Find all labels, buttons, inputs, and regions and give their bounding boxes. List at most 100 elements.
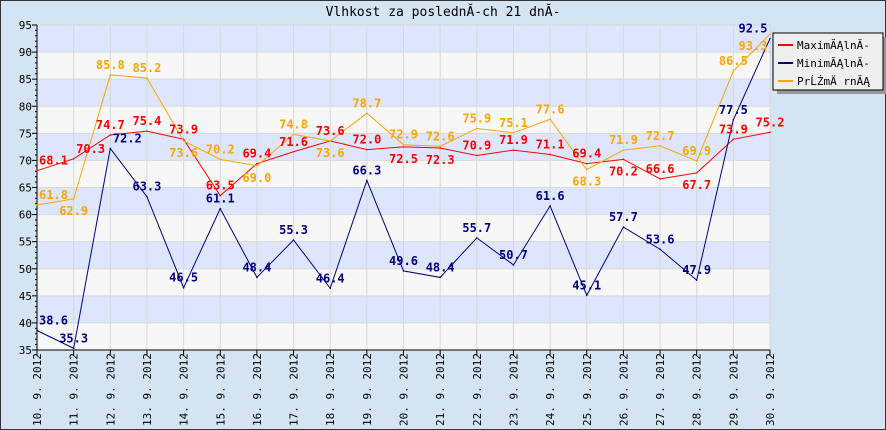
data-label: 45.1 xyxy=(572,278,601,292)
data-point xyxy=(366,112,368,115)
x-tick-label: 18. 9. 2012 xyxy=(324,353,337,426)
data-point xyxy=(695,279,698,281)
data-label: 77.5 xyxy=(719,103,748,117)
data-point xyxy=(769,131,771,134)
data-point xyxy=(512,149,515,151)
data-label: 55.7 xyxy=(462,221,491,235)
data-label: 74.7 xyxy=(96,118,125,132)
data-label: 77.6 xyxy=(536,102,565,116)
y-tick-label: 80 xyxy=(19,100,32,113)
data-label: 71.6 xyxy=(279,135,308,149)
data-label: 75.9 xyxy=(462,111,491,125)
data-point xyxy=(659,248,661,251)
data-point xyxy=(585,294,588,297)
data-point xyxy=(549,118,551,121)
x-tick-label: 16. 9. 2012 xyxy=(251,353,264,426)
data-point xyxy=(769,33,771,36)
data-point xyxy=(402,143,405,146)
data-point xyxy=(146,77,148,79)
data-point xyxy=(476,127,478,130)
x-tick-label: 20. 9. 2012 xyxy=(398,353,411,426)
x-tick-label: 22. 9. 2012 xyxy=(471,353,484,426)
data-point xyxy=(549,205,551,207)
data-label: 92.5 xyxy=(739,22,768,36)
x-tick-label: 26. 9. 2012 xyxy=(617,353,630,426)
y-tick-label: 50 xyxy=(19,263,32,276)
data-point xyxy=(72,157,75,160)
data-point xyxy=(36,169,38,172)
data-label: 69.4 xyxy=(572,147,601,161)
data-label: 69.0 xyxy=(242,171,271,185)
chart-title: Vlhkost za poslednĂ-ch 21 dnĂ- xyxy=(326,4,561,20)
y-tick-label: 60 xyxy=(19,209,32,222)
x-tick-label: 29. 9. 2012 xyxy=(727,353,740,426)
y-tick-label: 95 xyxy=(19,19,32,32)
data-label: 71.1 xyxy=(536,137,565,151)
data-point xyxy=(256,276,258,279)
data-point xyxy=(219,207,222,210)
data-label: 61.1 xyxy=(206,192,235,206)
legend-label: MinimĂĄlnĂ- xyxy=(797,57,870,70)
data-point xyxy=(292,133,295,136)
data-label: 73.6 xyxy=(316,124,345,138)
data-point xyxy=(256,162,258,165)
y-tick-label: 85 xyxy=(19,73,32,86)
data-point xyxy=(622,158,625,161)
data-point xyxy=(585,162,588,165)
data-label: 73.6 xyxy=(316,146,345,160)
data-point xyxy=(366,148,368,151)
legend-label: PrĹŻmÄ rnĂĄ xyxy=(797,75,870,88)
x-tick-label: 28. 9. 2012 xyxy=(691,353,704,426)
data-label: 73.6 xyxy=(169,146,198,160)
data-label: 75.1 xyxy=(499,116,528,130)
data-point xyxy=(512,264,515,266)
data-point xyxy=(36,329,38,332)
x-tick-label: 13. 9. 2012 xyxy=(141,353,154,426)
data-label: 68.1 xyxy=(39,154,68,168)
data-point xyxy=(182,286,185,289)
data-point xyxy=(732,70,735,72)
data-label: 61.6 xyxy=(536,189,565,203)
data-label: 72.0 xyxy=(352,133,381,147)
legend-label: MaximĂĄlnĂ- xyxy=(797,39,870,52)
data-label: 50.7 xyxy=(499,248,528,262)
data-point xyxy=(72,347,75,350)
data-label: 71.9 xyxy=(499,133,528,147)
data-label: 93.3 xyxy=(739,39,768,53)
data-point xyxy=(329,287,332,290)
data-label: 78.7 xyxy=(352,96,381,110)
data-label: 55.3 xyxy=(279,223,308,237)
y-tick-label: 40 xyxy=(19,317,32,330)
y-tick-label: 55 xyxy=(19,236,32,249)
data-label: 72.5 xyxy=(389,152,418,166)
data-point xyxy=(72,198,75,200)
data-label: 72.7 xyxy=(646,129,675,143)
x-tick-label: 17. 9. 2012 xyxy=(288,353,301,426)
data-point xyxy=(109,147,112,150)
data-point xyxy=(109,74,112,76)
data-label: 53.6 xyxy=(646,232,675,246)
data-point xyxy=(109,134,112,136)
data-label: 72.9 xyxy=(389,128,418,142)
data-point xyxy=(585,168,588,171)
legend: MaximĂĄlnĂ- MinimĂĄlnĂ- PrĹŻmÄ rnĂĄ xyxy=(772,32,886,94)
x-tick-label: 25. 9. 2012 xyxy=(581,353,594,426)
data-label: 35.3 xyxy=(59,331,88,345)
data-label: 67.7 xyxy=(682,178,711,192)
data-point xyxy=(366,179,368,182)
data-label: 75.4 xyxy=(132,114,161,128)
data-label: 71.9 xyxy=(609,133,638,147)
data-label: 72.2 xyxy=(113,132,142,146)
y-tick-label: 35 xyxy=(19,344,32,357)
data-point xyxy=(732,138,735,141)
y-tick-label: 75 xyxy=(19,127,32,140)
data-point xyxy=(402,270,405,272)
data-point xyxy=(292,150,295,153)
data-label: 63.3 xyxy=(132,180,161,194)
data-point xyxy=(769,37,771,40)
data-point xyxy=(659,178,661,180)
y-tick-label: 90 xyxy=(19,46,32,59)
data-point xyxy=(256,165,258,167)
data-point xyxy=(439,276,441,279)
